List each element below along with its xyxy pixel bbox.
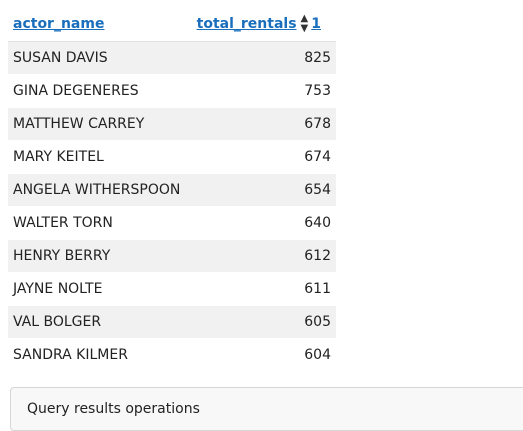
sort-by-actor-name-link[interactable]: actor_name [13,16,105,33]
query-results-operations-panel[interactable]: Query results operations [10,387,523,431]
actor-name-cell: MATTHEW CARREY [13,115,145,132]
total-rentals-cell: 678 [304,115,331,132]
actor-name-cell: SANDRA KILMER [13,346,128,363]
column-header-actor-name: actor_name [8,8,189,41]
total-rentals-cell: 753 [304,82,331,99]
table-row: VAL BOLGER 605 [8,305,336,338]
total-rentals-cell: 654 [304,181,331,198]
sort-both-arrows-icon[interactable]: ▲ ▼ [300,13,309,35]
sort-by-total-rentals-link[interactable]: total_rentals [196,16,297,33]
actor-name-cell: HENRY BERRY [13,247,111,264]
table-row: SANDRA KILMER 604 [8,338,336,371]
table-row: ANGELA WITHERSPOON 654 [8,173,336,206]
actor-name-cell: SUSAN DAVIS [13,49,108,66]
table-row: SUSAN DAVIS 825 [8,41,336,74]
total-rentals-cell: 674 [304,148,331,165]
actor-name-cell: JAYNE NOLTE [13,280,103,297]
table-row: GINA DEGENERES 753 [8,74,336,107]
table-header-row: actor_name total_rentals ▲ ▼ 1 [8,8,336,41]
actor-name-cell: WALTER TORN [13,214,113,231]
table-row: JAYNE NOLTE 611 [8,272,336,305]
query-results-table: actor_name total_rentals ▲ ▼ 1 SUSAN DAVIS … [8,8,336,372]
total-rentals-cell: 604 [304,346,331,363]
table-row: HENRY BERRY 612 [8,239,336,272]
actor-name-cell: VAL BOLGER [13,313,102,330]
table-row: MARY KEITEL 674 [8,140,336,173]
column-header-total-rentals: total_rentals ▲ ▼ 1 [189,8,336,41]
sort-order-index-link[interactable]: 1 [311,16,321,33]
total-rentals-cell: 611 [304,280,331,297]
table-row: MATTHEW CARREY 678 [8,107,336,140]
actor-name-cell: MARY KEITEL [13,148,104,165]
total-rentals-cell: 825 [304,49,331,66]
table-row: WALTER TORN 640 [8,206,336,239]
actor-name-cell: ANGELA WITHERSPOON [13,181,181,198]
total-rentals-cell: 640 [304,214,331,231]
actor-name-cell: GINA DEGENERES [13,82,139,99]
total-rentals-cell: 612 [304,247,331,264]
total-rentals-cell: 605 [304,313,331,330]
query-results-operations-title: Query results operations [27,401,200,417]
